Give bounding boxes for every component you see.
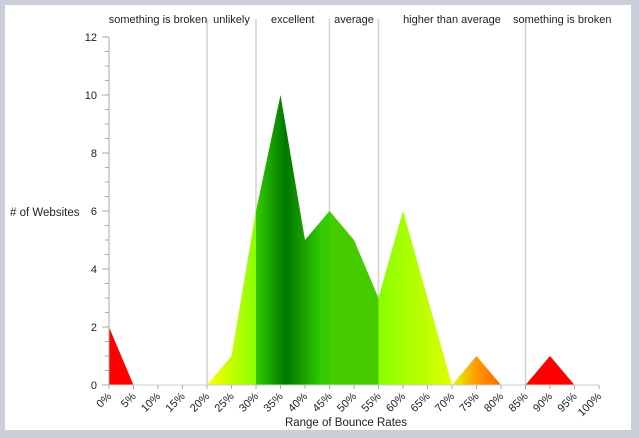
area-segment-70-80 [452,356,501,385]
area-segment-85-95 [525,356,575,385]
x-tick-label: 20% [188,390,212,414]
zone-label-4: average [334,14,374,26]
bounce-rate-area-chart: 0 2 4 6 8 10 12 0% 5% 10% 15% 20% 25% 30% 35% 40% 45% 50%… [10,14,611,429]
zone-label-5: higher than average [403,14,501,26]
x-tick-label: 35% [262,390,286,414]
x-tick-label: 10% [139,390,163,414]
x-tick-label: 40% [286,390,310,414]
area-segment-0-5 [109,327,134,385]
area-segment-45-55 [329,211,379,385]
area-segment-55-70 [378,211,452,385]
x-tick-label: 100% [576,390,605,419]
y-axis-title: # of Websites [10,207,80,219]
zone-label-6: something is broken [513,14,611,26]
y-tick-label: 6 [91,206,97,218]
y-tick-label: 2 [91,322,97,334]
y-tick-label: 12 [85,32,97,44]
x-tick-label: 90% [531,390,555,414]
x-axis-title: Range of Bounce Rates [285,417,407,429]
y-tick-label: 4 [91,264,97,276]
chart-frame: 0 2 4 6 8 10 12 0% 5% 10% 15% 20% 25% 30% 35% 40% 45% 50%… [5,5,631,430]
x-tick-label: 85% [507,390,531,414]
x-tick-label: 0% [94,390,114,410]
x-tick-label: 65% [409,390,433,414]
area-segment-20-30 [207,211,256,385]
zone-label-1: something is broken [109,14,207,26]
x-tick-label: 60% [384,390,408,414]
x-tick-label: 70% [433,390,457,414]
x-tick-label: 5% [119,390,139,410]
x-tick-label: 75% [458,390,482,414]
y-tick-label: 8 [91,148,97,160]
x-tick-label: 55% [360,390,384,414]
x-tick-label: 15% [164,390,188,414]
area-segment-30-45 [256,95,330,385]
x-tick-label: 45% [311,390,335,414]
x-tick-label: 50% [335,390,359,414]
x-tick-label: 30% [237,390,261,414]
x-tick-label: 25% [213,390,237,414]
x-tick-label: 80% [482,390,506,414]
y-tick-label: 0 [91,380,97,392]
zone-label-2: unlikely [213,14,250,26]
zone-label-3: excellent [271,14,314,26]
y-tick-label: 10 [85,90,97,102]
